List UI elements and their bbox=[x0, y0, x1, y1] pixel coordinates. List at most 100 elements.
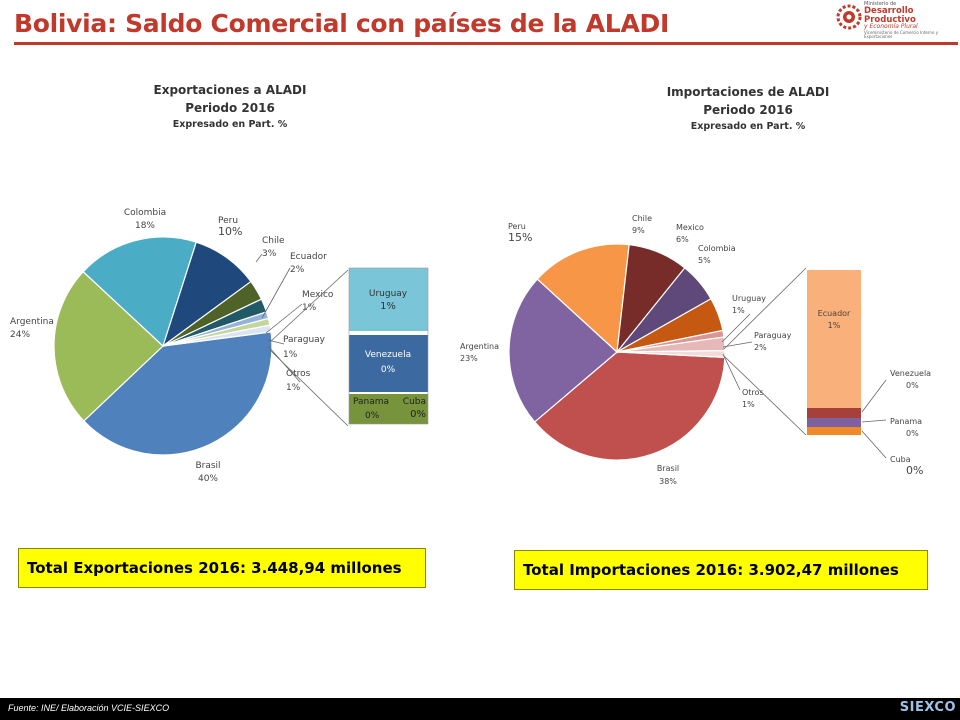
export-breakout-label-panama: Panama bbox=[353, 397, 389, 407]
export-value-ecuador: 2% bbox=[290, 265, 305, 275]
export-breakout-value-cuba: 0% bbox=[410, 409, 426, 420]
import-breakout-label-venezuela: Venezuela bbox=[890, 369, 931, 378]
import-value-paraguay: 2% bbox=[754, 343, 767, 352]
export-value-argentina: 24% bbox=[10, 330, 30, 340]
import-chart-note: Expresado en Part. % bbox=[690, 121, 806, 132]
import-leader-line-1 bbox=[721, 313, 751, 343]
import-leader-venezuela bbox=[861, 379, 887, 413]
import-value-mexico: 6% bbox=[676, 235, 689, 244]
import-label-peru: Peru bbox=[508, 222, 526, 231]
export-breakout-label-cuba: Cuba bbox=[403, 397, 426, 407]
logo-line-4: Viceministerio de Comercio Interno y Exp… bbox=[864, 30, 939, 39]
import-slice-peru bbox=[536, 243, 630, 354]
export-breakout-frame bbox=[348, 267, 429, 425]
import-slice-brasil bbox=[533, 351, 726, 461]
import-leader-cuba bbox=[861, 430, 887, 459]
export-label-ecuador: Ecuador bbox=[290, 252, 327, 262]
import-breakout-connector-top bbox=[723, 267, 807, 350]
import-breakout-value-cuba: 0% bbox=[906, 464, 923, 477]
export-value-peru: 10% bbox=[218, 225, 242, 238]
import-breakout-value-venezuela: 0% bbox=[906, 381, 919, 390]
logo-line-1: Ministerio de bbox=[864, 1, 897, 7]
export-breakout-value-panama: 0% bbox=[365, 411, 380, 421]
export-value-brasil: 40% bbox=[198, 474, 218, 484]
import-chart-subtitle: Periodo 2016 bbox=[703, 103, 793, 117]
source-note: Fuente: INE/ Elaboración VCIE-SIEXCO bbox=[8, 703, 170, 713]
export-label-chile: Chile bbox=[262, 236, 285, 246]
import-breakout-venezuela bbox=[807, 408, 861, 418]
export-breakout-panama bbox=[349, 394, 428, 424]
import-label-uruguay: Uruguay bbox=[732, 294, 766, 303]
import-breakout-panama bbox=[807, 418, 861, 427]
import-leader-line-3 bbox=[722, 353, 741, 391]
export-chart-subtitle: Periodo 2016 bbox=[185, 101, 275, 115]
export-chart-title-block: Exportaciones a ALADI Periodo 2016 Expre… bbox=[110, 81, 350, 133]
import-breakout-connector-bottom bbox=[723, 355, 807, 436]
import-label-argentina: Argentina bbox=[460, 342, 499, 351]
import-label-colombia: Colombia bbox=[698, 244, 736, 253]
ministry-emblem-icon bbox=[836, 4, 862, 30]
export-slice-colombia bbox=[82, 236, 197, 348]
export-breakout-venezuela bbox=[349, 335, 428, 392]
export-leader-line-3 bbox=[265, 303, 303, 334]
import-label-mexico: Mexico bbox=[676, 223, 704, 232]
import-breakout-label-panama: Panama bbox=[890, 417, 922, 426]
export-chart-title: Exportaciones a ALADI bbox=[153, 83, 307, 97]
export-breakout-value-uruguay: 1% bbox=[380, 301, 396, 312]
export-leader-line-4 bbox=[267, 339, 285, 345]
import-leader-panama bbox=[861, 419, 887, 423]
export-label-mexico: Mexico bbox=[302, 290, 334, 300]
export-breakout-value-venezuela: 0% bbox=[381, 365, 396, 375]
import-value-uruguay: 1% bbox=[732, 306, 745, 315]
export-value-mexico: 1% bbox=[302, 303, 317, 313]
export-slice-otros bbox=[162, 324, 272, 347]
import-chart-title-block: Importaciones de ALADI Periodo 2016 Expr… bbox=[628, 83, 868, 135]
export-value-colombia: 18% bbox=[135, 221, 155, 231]
export-slice-brasil bbox=[83, 331, 273, 456]
import-value-peru: 15% bbox=[508, 231, 532, 244]
import-leader-line-2 bbox=[722, 341, 753, 348]
import-chart-title: Importaciones de ALADI bbox=[666, 85, 830, 99]
export-label-brasil: Brasil bbox=[195, 461, 220, 471]
export-slice-argentina bbox=[53, 270, 164, 422]
export-label-argentina: Argentina bbox=[10, 317, 54, 327]
import-value-argentina: 23% bbox=[460, 354, 478, 363]
import-breakout-value-panama: 0% bbox=[906, 429, 919, 438]
import-value-brasil: 38% bbox=[659, 477, 677, 486]
import-breakout-value-ecuador: 1% bbox=[828, 321, 841, 330]
import-breakout-label-ecuador: Ecuador bbox=[818, 309, 851, 318]
export-label-otros: Otros bbox=[286, 369, 311, 379]
page-title: Bolivia: Saldo Comercial con países de l… bbox=[14, 9, 669, 38]
export-breakout-uruguay bbox=[349, 268, 428, 331]
export-label-colombia: Colombia bbox=[124, 208, 166, 218]
export-label-peru: Peru bbox=[218, 216, 238, 226]
import-breakout-cuba bbox=[807, 427, 861, 435]
export-chart-note: Expresado en Part. % bbox=[172, 119, 288, 130]
export-label-paraguay: Paraguay bbox=[283, 335, 326, 345]
import-label-otros: Otros bbox=[742, 388, 764, 397]
import-label-paraguay: Paraguay bbox=[754, 331, 792, 340]
title-rule bbox=[14, 42, 958, 45]
import-label-brasil: Brasil bbox=[657, 464, 679, 473]
import-breakout-ecuador bbox=[807, 270, 861, 408]
import-value-colombia: 5% bbox=[698, 256, 711, 265]
import-value-otros: 1% bbox=[742, 400, 755, 409]
logo-line-3: y Economía Plural bbox=[864, 23, 918, 30]
export-breakout-label-venezuela: Venezuela bbox=[365, 350, 411, 360]
export-breakout-connector-top bbox=[269, 269, 349, 343]
import-value-chile: 9% bbox=[632, 226, 645, 235]
export-leader-line-1 bbox=[255, 253, 263, 263]
logo-line-2: Desarrollo Productivo bbox=[864, 6, 916, 25]
import-total-box: Total Importaciones 2016: 3.902,47 millo… bbox=[514, 550, 928, 590]
export-leader-line-2 bbox=[261, 267, 291, 319]
export-value-otros: 1% bbox=[286, 383, 301, 393]
siexco-logo: SIEXCO bbox=[899, 700, 956, 715]
export-value-chile: 3% bbox=[262, 249, 277, 259]
import-slice-argentina bbox=[508, 278, 618, 423]
import-breakout-label-cuba: Cuba bbox=[890, 455, 911, 464]
footer-bar: Fuente: INE/ Elaboración VCIE-SIEXCO SIE… bbox=[0, 698, 960, 720]
export-breakout-connector-bottom bbox=[269, 349, 349, 427]
export-value-paraguay: 1% bbox=[283, 350, 298, 360]
